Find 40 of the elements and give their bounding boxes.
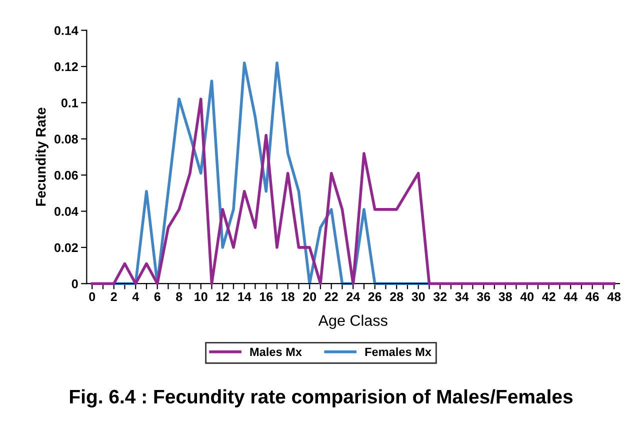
- y-tick-label: 0.04: [54, 207, 78, 216]
- y-tick-label: 0.14: [54, 26, 78, 35]
- x-tick-label: 8: [176, 292, 182, 302]
- x-tick-label: 14: [238, 292, 252, 302]
- x-tick-label: 20: [303, 292, 316, 302]
- legend-label: Females Mx: [365, 347, 432, 356]
- x-tick-label: 44: [564, 292, 578, 302]
- y-tick-label: 0.06: [54, 170, 78, 180]
- y-tick-label: 0.12: [54, 62, 78, 72]
- y-tick-label: 0.1: [61, 98, 78, 108]
- line-series: [90, 98, 616, 286]
- line-series: [112, 61, 431, 286]
- x-tick-label: 12: [216, 292, 230, 302]
- x-tick-label: 10: [194, 292, 208, 302]
- x-tick-label: 42: [542, 292, 556, 302]
- x-tick-label: 48: [607, 292, 621, 302]
- x-tick-label: 4: [132, 292, 140, 302]
- x-tick-label: 40: [520, 292, 534, 302]
- x-tick-label: 26: [368, 292, 382, 302]
- y-tick-label: 0: [72, 279, 78, 288]
- y-tick-label: 0.02: [54, 243, 78, 252]
- x-tick-label: 6: [154, 292, 160, 302]
- y-tick-label: 0.08: [54, 134, 78, 144]
- x-tick-label: 34: [455, 292, 469, 302]
- y-axis-title: Fecundity Rate: [36, 108, 48, 206]
- x-tick-label: 38: [498, 292, 512, 302]
- x-tick-label: 30: [412, 292, 425, 302]
- x-tick-label: 18: [282, 292, 294, 302]
- x-tick-label: 36: [476, 292, 490, 302]
- x-tick-label: 24: [346, 292, 360, 302]
- x-axis-title: Age Class: [318, 314, 388, 329]
- legend-label: Males Mx: [250, 347, 302, 356]
- x-tick-label: 32: [433, 292, 447, 302]
- x-tick-label: 2: [110, 292, 117, 302]
- text: Fig. 6.4 : Fecundity rate comparision of Males/Females: [70, 389, 573, 408]
- x-tick-label: 46: [586, 292, 599, 302]
- x-tick-label: 16: [260, 292, 273, 302]
- x-tick-label: 28: [390, 292, 404, 302]
- x-tick-label: 22: [324, 292, 338, 302]
- x-tick-label: 0: [89, 292, 96, 302]
